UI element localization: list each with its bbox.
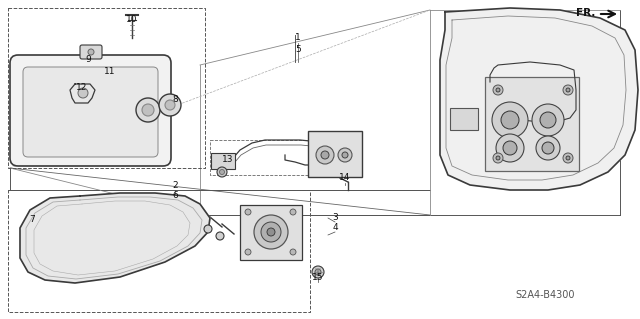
FancyBboxPatch shape (485, 77, 579, 171)
Circle shape (216, 232, 224, 240)
Circle shape (536, 136, 560, 160)
Circle shape (142, 104, 154, 116)
Circle shape (492, 102, 528, 138)
Circle shape (245, 249, 251, 255)
Circle shape (315, 269, 321, 275)
Text: 8: 8 (172, 95, 178, 105)
Text: S2A4-B4300: S2A4-B4300 (515, 290, 575, 300)
Text: 2: 2 (172, 181, 178, 189)
Circle shape (267, 228, 275, 236)
Circle shape (566, 156, 570, 160)
Circle shape (165, 100, 175, 110)
Polygon shape (20, 193, 210, 283)
Text: 10: 10 (126, 16, 138, 25)
Circle shape (136, 98, 160, 122)
Circle shape (321, 151, 329, 159)
Circle shape (342, 152, 348, 158)
Text: 13: 13 (222, 155, 234, 165)
Circle shape (501, 111, 519, 129)
Text: 7: 7 (29, 216, 35, 225)
Circle shape (290, 209, 296, 215)
Text: 12: 12 (76, 84, 88, 93)
Circle shape (496, 156, 500, 160)
Circle shape (496, 134, 524, 162)
FancyBboxPatch shape (308, 131, 362, 177)
Text: 6: 6 (172, 191, 178, 201)
Text: FR.: FR. (576, 8, 595, 18)
FancyBboxPatch shape (23, 67, 158, 157)
Circle shape (217, 167, 227, 177)
Circle shape (159, 94, 181, 116)
Circle shape (204, 225, 212, 233)
Circle shape (78, 88, 88, 98)
Circle shape (338, 148, 352, 162)
Circle shape (496, 88, 500, 92)
Bar (240, 205, 302, 260)
Circle shape (493, 85, 503, 95)
Circle shape (542, 142, 554, 154)
Circle shape (563, 85, 573, 95)
FancyBboxPatch shape (450, 108, 478, 130)
Circle shape (493, 153, 503, 163)
Circle shape (540, 112, 556, 128)
Text: 14: 14 (339, 174, 351, 182)
Circle shape (312, 266, 324, 278)
Text: 11: 11 (104, 68, 116, 77)
Circle shape (290, 249, 296, 255)
Circle shape (532, 104, 564, 136)
Text: 15: 15 (312, 273, 324, 283)
Circle shape (88, 49, 94, 55)
Circle shape (563, 153, 573, 163)
Circle shape (503, 141, 517, 155)
Text: 1: 1 (295, 33, 301, 42)
Text: 4: 4 (332, 224, 338, 233)
Circle shape (316, 146, 334, 164)
Circle shape (566, 88, 570, 92)
Circle shape (254, 215, 288, 249)
FancyBboxPatch shape (211, 153, 235, 169)
Circle shape (220, 169, 225, 174)
Circle shape (261, 222, 281, 242)
FancyBboxPatch shape (80, 45, 102, 59)
Polygon shape (440, 8, 638, 190)
Text: 9: 9 (85, 56, 91, 64)
FancyBboxPatch shape (10, 55, 171, 166)
Text: 5: 5 (295, 46, 301, 55)
Text: 3: 3 (332, 213, 338, 222)
Circle shape (245, 209, 251, 215)
